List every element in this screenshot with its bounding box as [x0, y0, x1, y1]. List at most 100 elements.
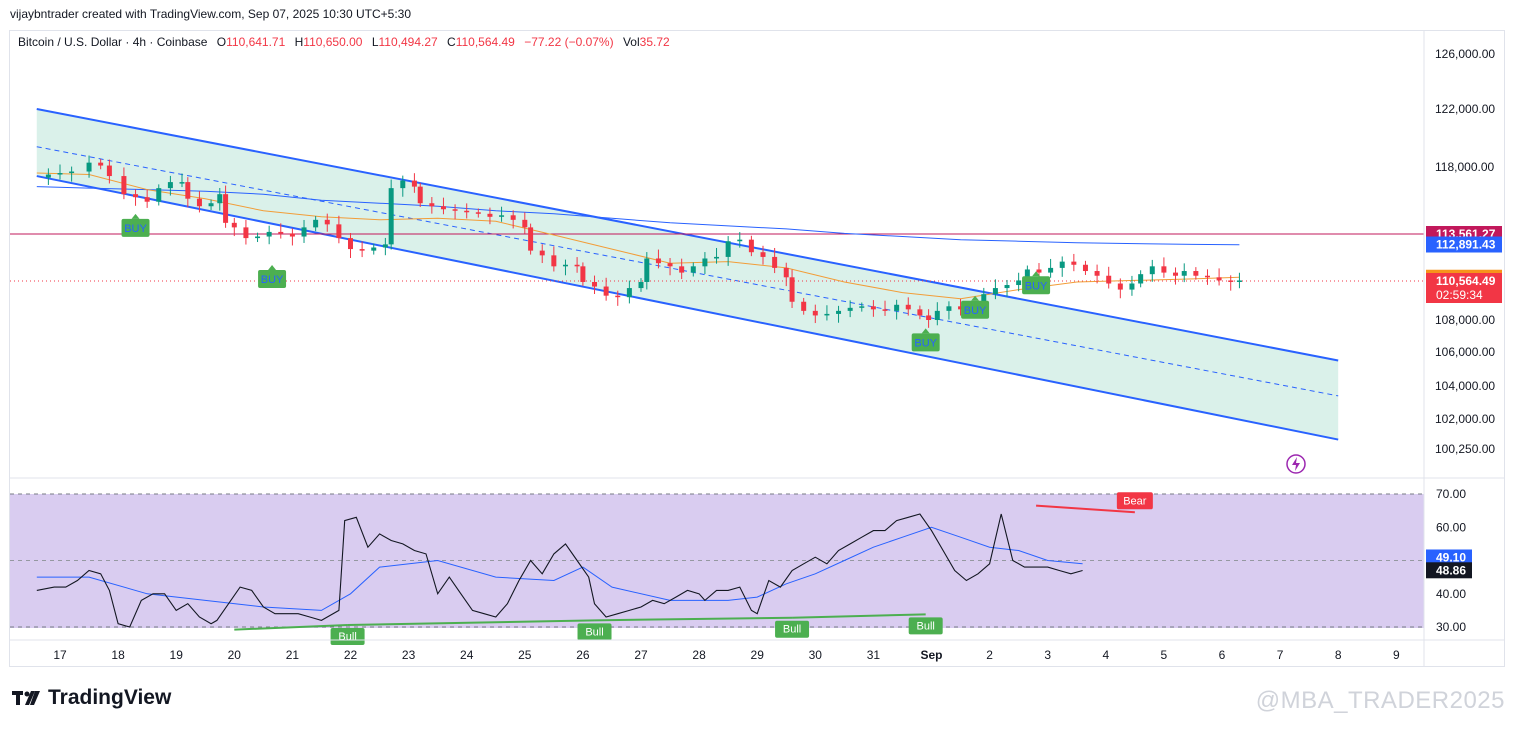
price-pane: BUY BUY BUY BUY BUY — [10, 108, 1424, 441]
rsi-pane: Bull Bull Bull Bull Bear — [10, 492, 1424, 646]
price-axis-tick: 122,000.00 — [1435, 102, 1495, 116]
candle-body — [278, 231, 284, 234]
candle-body — [411, 180, 417, 187]
candle-body — [417, 186, 423, 204]
candle-body — [870, 306, 876, 310]
candle-body — [266, 231, 272, 237]
candle-body — [1216, 277, 1222, 281]
candle-body — [243, 227, 249, 239]
channel-fill — [36, 109, 1339, 440]
divergence-label: Bull — [908, 617, 943, 635]
candle-body — [179, 182, 185, 184]
candle-body — [359, 249, 365, 251]
time-axis-tick: 22 — [344, 648, 358, 662]
candle-body — [324, 219, 330, 225]
ema-long-line — [36, 186, 1240, 246]
time-axis-tick: 26 — [576, 648, 590, 662]
time-axis-tick: 27 — [634, 648, 648, 662]
open-value: 110,641.71 — [226, 35, 286, 49]
candle-body — [1161, 266, 1167, 273]
time-axis-tick: 3 — [1044, 648, 1051, 662]
buy-signal-label: BUY — [124, 223, 147, 235]
candle-body — [783, 267, 789, 278]
candle-body — [702, 258, 708, 267]
buy-signal-pointer — [1032, 271, 1041, 277]
divergence-label-text: Bear — [1123, 495, 1147, 507]
candle-body — [603, 286, 609, 296]
candle-body — [522, 219, 528, 228]
time-axis-tick: 31 — [867, 648, 881, 662]
candle-body — [499, 215, 505, 217]
candle-body — [1036, 269, 1042, 273]
low-label: L — [371, 35, 379, 49]
chart-credit: vijaybntrader created with TradingView.c… — [10, 7, 412, 21]
time-axis-tick: 5 — [1161, 648, 1168, 662]
buy-signal-box — [911, 333, 940, 352]
price-axis-tick: 108,000.00 — [1435, 313, 1495, 327]
buy-signal-pointer — [921, 328, 930, 334]
candle-body — [510, 215, 516, 220]
buy-signal-box — [1022, 276, 1051, 295]
candle-body — [217, 194, 223, 204]
candle-body — [231, 222, 237, 228]
buy-signal-pointer — [268, 265, 277, 271]
time-axis-tick: 4 — [1102, 648, 1109, 662]
candle-body — [475, 212, 481, 214]
candle-body — [289, 233, 295, 237]
candle-body — [592, 281, 598, 287]
lightning-icon-ring — [1286, 454, 1306, 474]
candle-body — [737, 239, 743, 242]
time-axis-tick: 23 — [402, 648, 416, 662]
divergence-label: Bull — [330, 628, 365, 646]
time-axis-tick: 18 — [111, 648, 125, 662]
candle-body — [882, 309, 888, 311]
candle-body — [760, 252, 766, 257]
time-axis-tick: 29 — [751, 648, 765, 662]
price-tag-label: 110,564.49 — [1436, 274, 1496, 288]
candle-body — [133, 194, 139, 198]
candle-body — [551, 255, 557, 267]
candle-body — [655, 258, 661, 264]
divergence-label-box — [330, 628, 365, 646]
symbol-name[interactable]: Bitcoin / U.S. Dollar · 4h · Coinbase — [18, 35, 208, 49]
candle-body — [313, 219, 319, 228]
candle-body — [638, 281, 644, 289]
divergence-label-text: Bull — [917, 620, 935, 632]
candle-body — [772, 256, 778, 268]
lightning-icon-bolt — [1292, 457, 1300, 471]
candle-body — [1082, 264, 1088, 272]
candle-body — [1193, 271, 1199, 276]
candle-body — [452, 209, 458, 211]
divergence-label-box — [775, 620, 810, 638]
time-axis-tick: 24 — [460, 648, 474, 662]
buy-signal: BUY — [961, 295, 990, 319]
candle-body — [301, 227, 307, 237]
lightning-icon[interactable] — [1286, 454, 1306, 474]
candle-body — [1059, 261, 1065, 268]
candle-body — [812, 310, 818, 316]
buy-signal-box — [121, 218, 150, 237]
ohlc-legend: Bitcoin / U.S. Dollar · 4h · Coinbase O1… — [18, 35, 670, 49]
candle-body — [836, 310, 842, 314]
tradingview-brand[interactable]: TradingView — [12, 686, 171, 710]
candle-body — [667, 263, 673, 267]
divergence-line — [1036, 504, 1135, 514]
candle-body — [992, 288, 998, 295]
price-plot-group — [10, 108, 1424, 441]
candle-body — [1236, 280, 1242, 282]
time-axis-tick: 30 — [809, 648, 823, 662]
candle-body — [690, 266, 696, 273]
candle-body — [400, 180, 406, 189]
candle-body — [255, 236, 261, 239]
candle-body — [1204, 275, 1210, 278]
time-axis-tick: 6 — [1219, 648, 1226, 662]
price-axis-tick: 118,000.00 — [1435, 160, 1494, 174]
rsi-line — [36, 513, 1083, 628]
buy-signal-box — [258, 270, 287, 289]
rsi-tag-box — [1426, 549, 1472, 566]
rsi-axis-tick: 40.00 — [1436, 587, 1466, 601]
time-axis-tick: 2 — [986, 648, 993, 662]
rsi-tag-box — [1426, 562, 1472, 579]
candle-body — [574, 264, 580, 267]
